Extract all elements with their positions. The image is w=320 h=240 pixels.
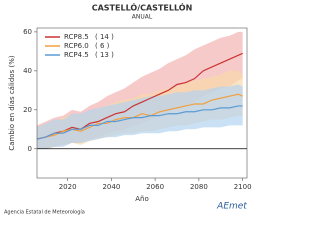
line <box>36 52 243 140</box>
y-tick-label: 0 <box>28 145 32 153</box>
footer-text: Agencia Estatal de Meteorología <box>4 209 85 216</box>
legend-label: RCP6.0 <box>64 42 89 50</box>
plot-frame <box>36 27 248 179</box>
y-axis-label: Cambio en días cálidos (%) <box>8 55 16 150</box>
x-tick-label: 2100 <box>234 183 252 191</box>
x-tick-label: 2040 <box>102 183 120 191</box>
chart-subtitle: ANUAL <box>132 14 153 21</box>
y-tick-label: 60 <box>23 28 32 36</box>
x-axis-label: Año <box>135 195 149 203</box>
legend-count: ( 14 ) <box>95 33 114 41</box>
line <box>36 105 243 140</box>
x-tick-label: 2080 <box>190 183 208 191</box>
legend-count: ( 6 ) <box>95 42 110 50</box>
logo: AEmet <box>216 202 247 212</box>
legend-label: RCP4.5 <box>64 51 89 59</box>
band <box>37 84 243 149</box>
y-tick-label: 20 <box>23 106 32 114</box>
legend-count: ( 13 ) <box>95 51 114 59</box>
x-tick-label: 2020 <box>59 183 77 191</box>
y-tick-label: 40 <box>23 67 32 75</box>
chart-title: CASTELLÓ/CASTELLÓN <box>92 2 193 13</box>
x-tick-label: 2060 <box>146 183 164 191</box>
legend-label: RCP8.5 <box>64 33 89 41</box>
chart: CASTELLÓ/CASTELLÓN ANUAL Cambio en días … <box>4 2 252 216</box>
